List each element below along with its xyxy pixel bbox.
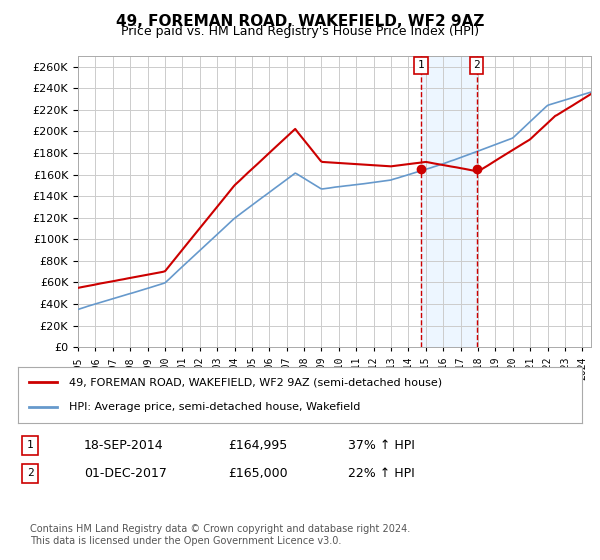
Text: £164,995: £164,995 bbox=[228, 438, 287, 452]
Text: 2: 2 bbox=[26, 468, 34, 478]
Bar bbox=[421, 56, 476, 347]
Text: 18-SEP-2014: 18-SEP-2014 bbox=[84, 438, 164, 452]
Text: Price paid vs. HM Land Registry's House Price Index (HPI): Price paid vs. HM Land Registry's House … bbox=[121, 25, 479, 38]
Text: 2: 2 bbox=[473, 60, 480, 71]
Text: 1: 1 bbox=[418, 60, 424, 71]
Text: 22% ↑ HPI: 22% ↑ HPI bbox=[348, 466, 415, 480]
Text: 37% ↑ HPI: 37% ↑ HPI bbox=[348, 438, 415, 452]
Text: 1: 1 bbox=[26, 440, 34, 450]
Text: HPI: Average price, semi-detached house, Wakefield: HPI: Average price, semi-detached house,… bbox=[69, 402, 360, 412]
Text: 01-DEC-2017: 01-DEC-2017 bbox=[84, 466, 167, 480]
Text: £165,000: £165,000 bbox=[228, 466, 287, 480]
Text: 49, FOREMAN ROAD, WAKEFIELD, WF2 9AZ (semi-detached house): 49, FOREMAN ROAD, WAKEFIELD, WF2 9AZ (se… bbox=[69, 377, 442, 388]
Text: 49, FOREMAN ROAD, WAKEFIELD, WF2 9AZ: 49, FOREMAN ROAD, WAKEFIELD, WF2 9AZ bbox=[116, 14, 484, 29]
Text: Contains HM Land Registry data © Crown copyright and database right 2024.
This d: Contains HM Land Registry data © Crown c… bbox=[30, 524, 410, 546]
